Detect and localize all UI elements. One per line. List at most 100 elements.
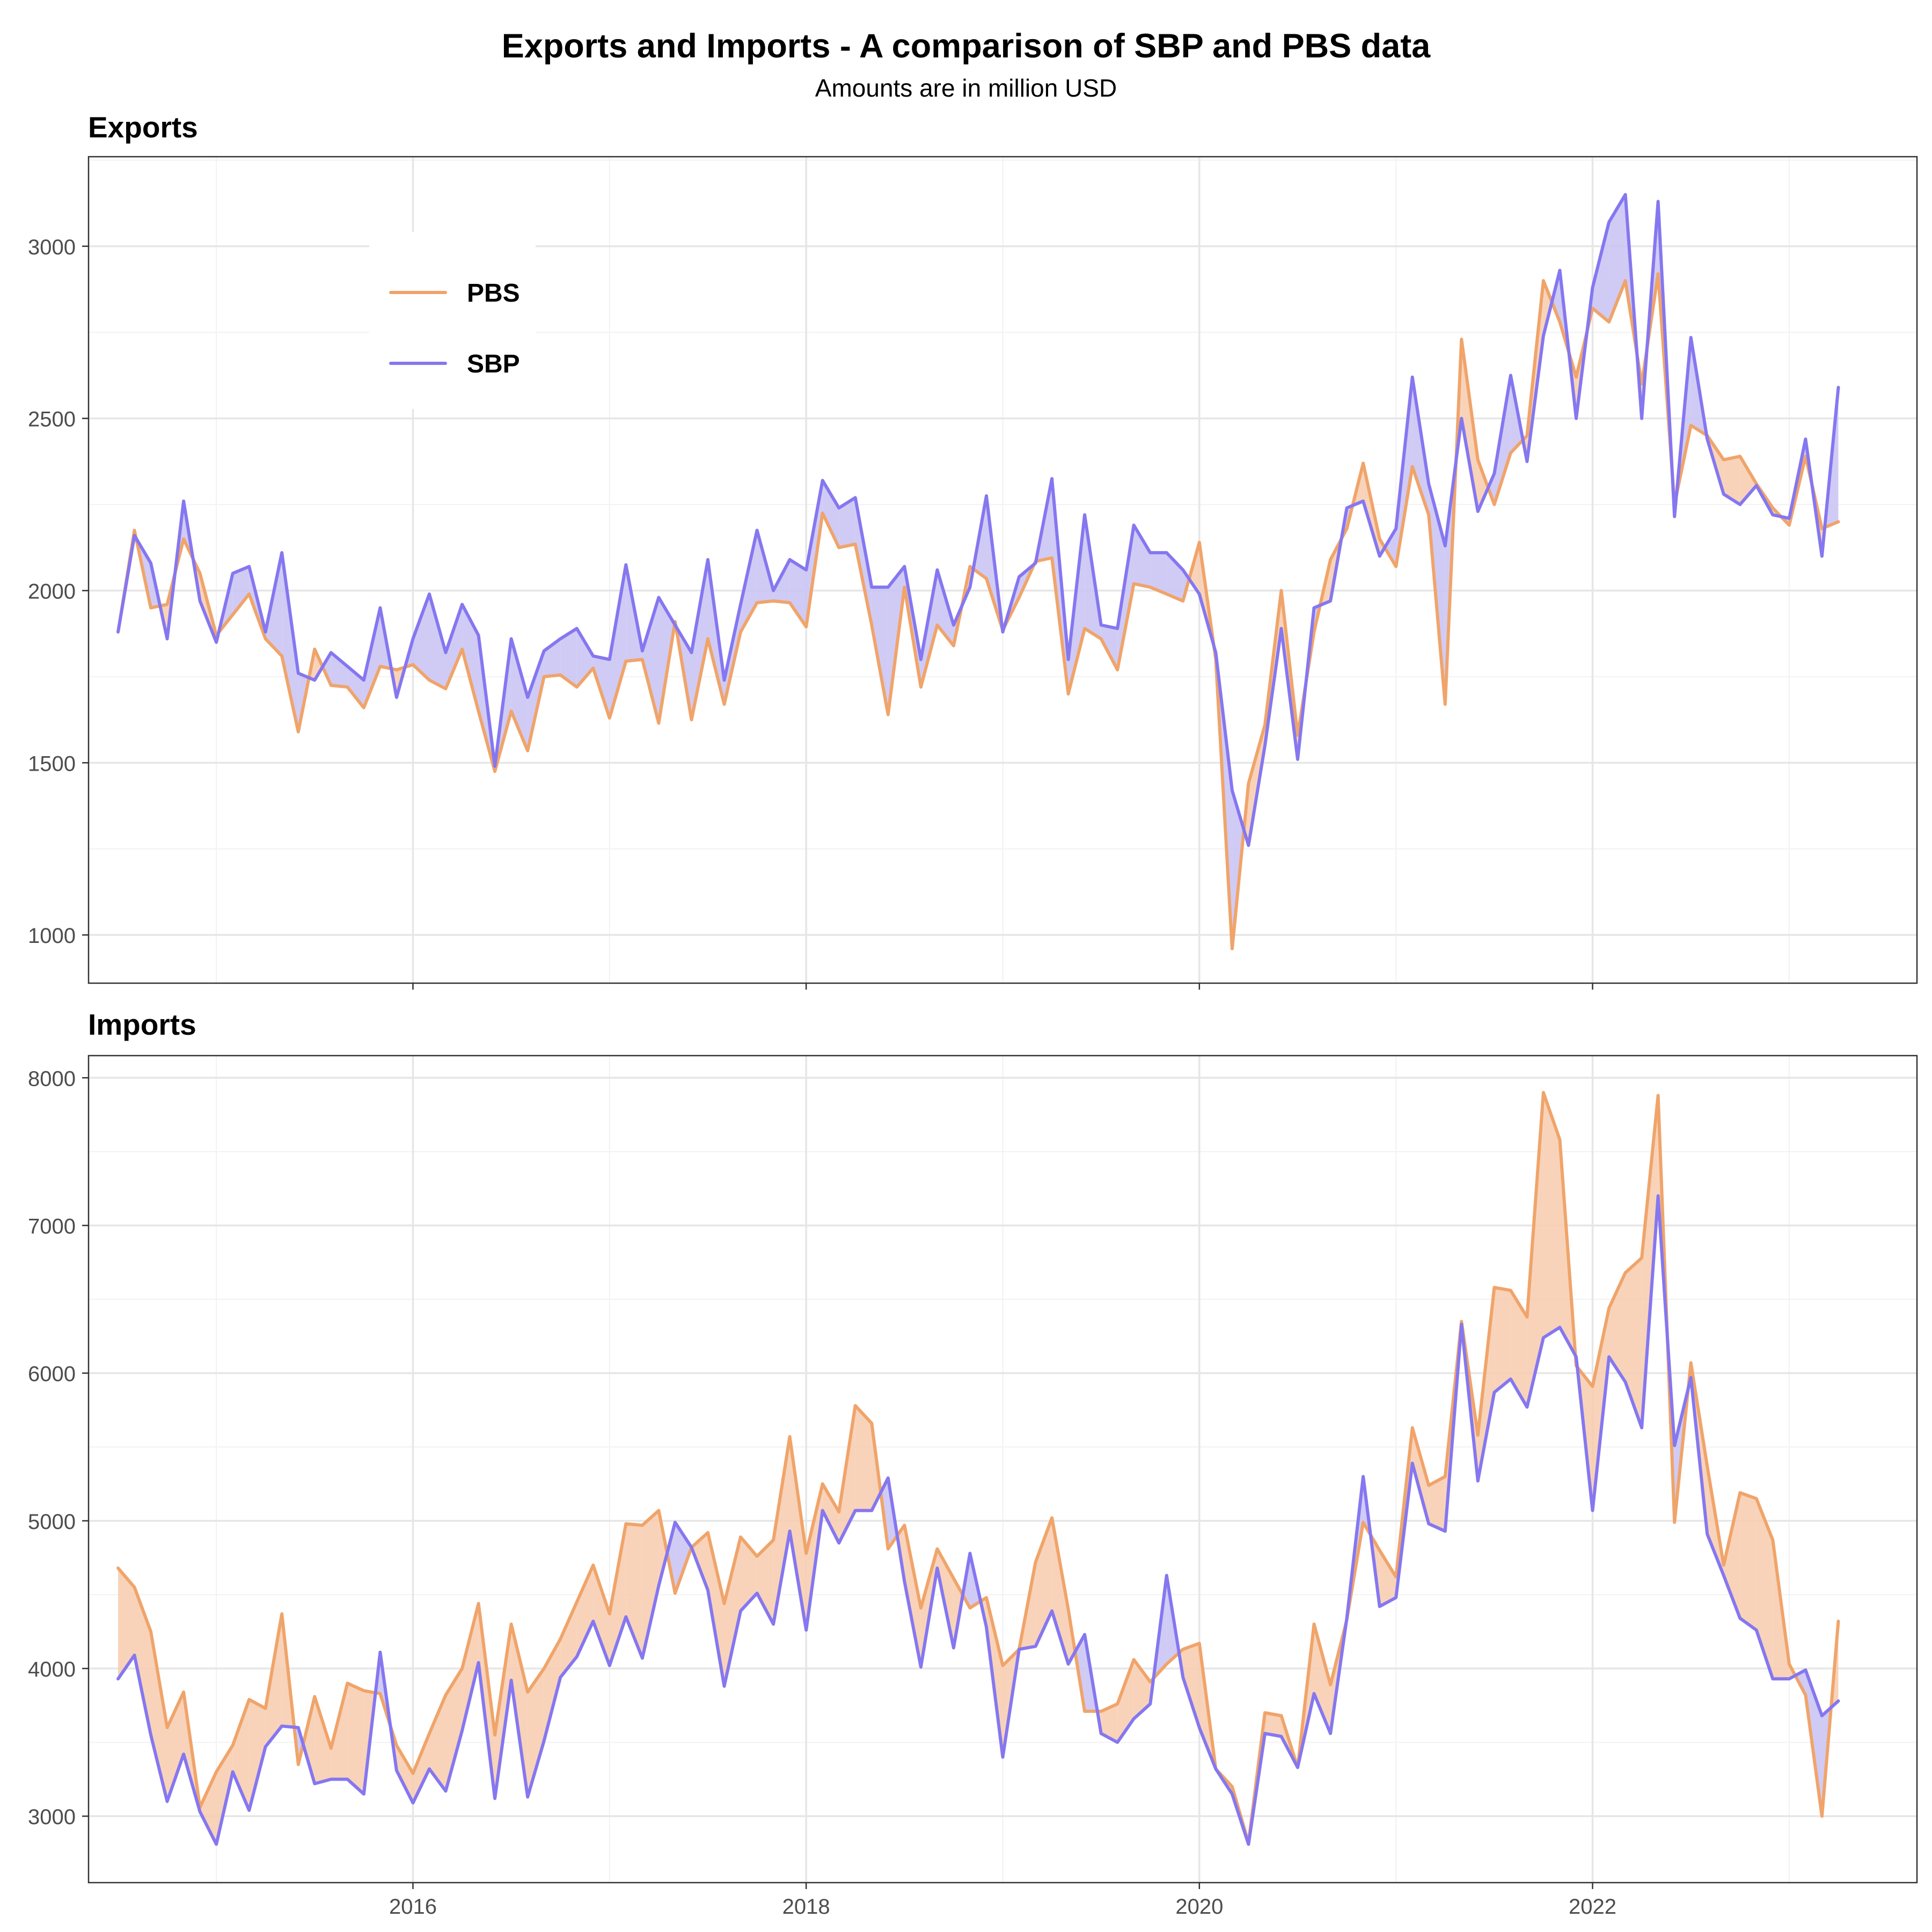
difference-ribbon <box>839 497 855 548</box>
difference-ribbon <box>1412 1428 1429 1524</box>
series-line-sbp <box>116 1194 1840 1846</box>
series-line-sbp <box>116 193 1840 847</box>
difference-ribbon <box>560 628 577 687</box>
difference-ribbon <box>560 1602 577 1678</box>
legend: PBS SBP <box>369 232 536 409</box>
difference-ribbon <box>773 1437 790 1624</box>
difference-ribbon <box>1183 1643 1199 1728</box>
difference-ribbon <box>872 587 888 715</box>
difference-ribbon <box>1265 1713 1282 1737</box>
difference-ribbon <box>855 1406 872 1511</box>
difference-ribbon <box>1035 1518 1052 1646</box>
difference-ribbon <box>757 1540 774 1624</box>
y-tick-label: 2500 <box>28 408 76 431</box>
difference-ribbon <box>855 497 872 625</box>
y-tick-label: 6000 <box>28 1363 76 1386</box>
difference-ribbon <box>642 597 659 723</box>
difference-ribbon <box>609 1524 626 1666</box>
difference-ribbon <box>396 1745 413 1803</box>
y-tick-label: 1500 <box>28 752 76 775</box>
chart-subtitle: Amounts are in million USD <box>815 74 1117 102</box>
x-tick-label: 2020 <box>1175 1895 1223 1919</box>
difference-ribbon <box>1527 1092 1543 1407</box>
difference-ribbon <box>1133 1659 1151 1719</box>
difference-ribbon <box>576 1565 594 1657</box>
panel-border <box>87 156 1918 984</box>
difference-ribbon <box>1625 1258 1642 1428</box>
legend-label-pbs: PBS <box>467 279 520 308</box>
y-tick-label: 2000 <box>28 580 76 604</box>
difference-ribbon <box>249 1699 266 1811</box>
difference-ribbon <box>303 1696 315 1784</box>
difference-ribbon <box>1150 552 1167 594</box>
imports-panel: Imports <box>88 1008 196 1041</box>
y-tick-label: 4000 <box>28 1658 76 1681</box>
difference-ribbon <box>1461 339 1478 511</box>
difference-ribbon <box>118 1568 135 1679</box>
difference-ribbon <box>904 1525 921 1667</box>
difference-ribbon <box>691 559 708 720</box>
difference-ribbon <box>511 639 528 751</box>
y-tick-label: 1000 <box>28 924 76 948</box>
difference-ribbon <box>741 1537 757 1611</box>
difference-ribbon <box>413 594 429 680</box>
exports-panel: Exports <box>88 111 198 144</box>
x-tick-label: 2016 <box>389 1895 437 1919</box>
difference-ribbon <box>413 1733 429 1803</box>
difference-ribbon <box>429 1695 446 1791</box>
difference-ribbon <box>1543 1092 1560 1338</box>
difference-ribbon <box>1477 459 1488 511</box>
difference-ribbon <box>593 1565 610 1666</box>
difference-ribbon <box>1642 1095 1658 1428</box>
difference-ribbon <box>511 1624 528 1797</box>
difference-ribbon <box>445 604 463 689</box>
difference-ribbon <box>1385 529 1396 567</box>
difference-ribbon <box>708 1532 724 1686</box>
y-tick-label: 7000 <box>28 1214 76 1238</box>
difference-ribbon <box>265 1614 282 1747</box>
y-tick-label: 5000 <box>28 1510 76 1534</box>
difference-ribbon <box>232 1699 250 1811</box>
legend-background <box>369 232 536 409</box>
difference-ribbon <box>1740 456 1757 505</box>
difference-ribbon <box>1756 1498 1773 1679</box>
difference-ribbon <box>1314 1624 1331 1734</box>
difference-ribbon <box>1429 1476 1445 1532</box>
difference-ribbon <box>331 1683 348 1780</box>
difference-ribbon <box>1166 552 1183 601</box>
difference-ribbon <box>1723 1492 1740 1619</box>
chart-title: Exports and Imports - A comparison of SB… <box>502 27 1431 65</box>
difference-ribbon <box>282 552 298 732</box>
difference-ribbon <box>314 1696 331 1784</box>
plot-area-1: 3000 4000 5000 6000 7000 8000 2016 2018 2020 2022 <box>28 1055 1918 1919</box>
y-tick-label: 8000 <box>28 1067 76 1091</box>
difference-ribbon <box>347 1683 364 1794</box>
difference-ribbon <box>789 559 807 627</box>
x-tick-label: 2018 <box>782 1895 830 1919</box>
difference-ribbon <box>1052 1518 1069 1664</box>
plot-area-0: 1000 1500 2000 2500 3000 <box>28 156 1918 990</box>
series-line-pbs <box>116 1091 1840 1845</box>
difference-ribbon <box>495 1624 511 1799</box>
panel-border <box>87 1055 1918 1884</box>
difference-ribbon <box>822 1484 839 1543</box>
difference-ribbon <box>331 653 348 687</box>
difference-ribbon <box>528 1668 544 1797</box>
difference-ribbon <box>789 1437 807 1630</box>
difference-ribbon <box>642 1510 659 1658</box>
x-tick-label: 2022 <box>1569 1895 1616 1919</box>
difference-ribbon <box>1117 1659 1134 1743</box>
difference-ribbon <box>1592 222 1609 322</box>
difference-ribbon <box>429 594 446 689</box>
difference-ribbon <box>724 1537 741 1686</box>
difference-ribbon <box>200 1772 217 1845</box>
difference-ribbon <box>1117 525 1134 670</box>
imports-panel-title: Imports <box>88 1008 196 1041</box>
difference-ribbon <box>822 480 839 548</box>
difference-ribbon <box>445 1668 463 1791</box>
difference-ribbon <box>1101 1704 1118 1743</box>
difference-ribbon <box>462 604 479 712</box>
difference-ribbon <box>544 1639 561 1741</box>
difference-ribbon <box>675 1522 692 1593</box>
